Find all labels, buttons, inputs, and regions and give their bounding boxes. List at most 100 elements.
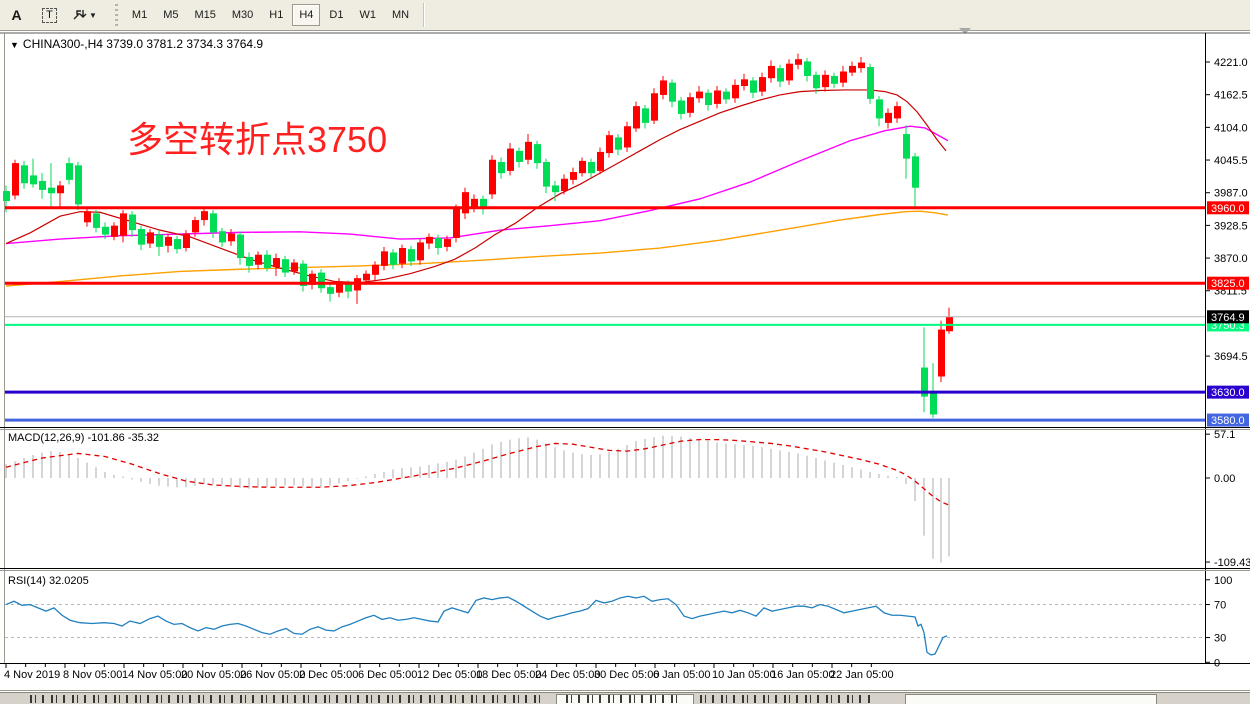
candle-up [201,211,208,221]
text-label-tool-button[interactable]: A [1,4,32,27]
candle-down [750,80,757,93]
svg-text:6 Dec 05:00: 6 Dec 05:00 [358,669,417,681]
clipped-tab-text [30,695,545,703]
candle-up [525,141,532,160]
text-tool-glyph: T [42,7,57,23]
candle-down [588,161,595,174]
timeframe-m30-button[interactable]: M30 [231,9,254,21]
candle-down [930,393,937,415]
candle-up [759,77,766,92]
candle-down [921,367,928,397]
svg-text:3928.5: 3928.5 [1214,220,1248,232]
timeframe-mn-button[interactable]: MN [391,9,410,21]
svg-text:3764.9: 3764.9 [1211,312,1245,324]
timeframe-h1-button[interactable]: H1 [269,9,284,21]
candle-down [480,198,487,209]
svg-text:30: 30 [1214,633,1226,645]
candle-down [678,100,685,114]
svg-text:26 Nov 05:00: 26 Nov 05:00 [240,669,305,681]
timeframe-d1-button[interactable]: D1 [329,9,344,21]
svg-text:4 Nov 2019: 4 Nov 2019 [4,669,60,681]
chart-area[interactable]: 4221.0 4162.5 4104.0 4045.5 3987.0 3928.5 3870… [0,28,1250,692]
candle-up [732,84,739,99]
candle-down [66,163,73,180]
candle-up [570,172,577,180]
arrows-tool-icon [73,10,87,20]
svg-text:24 Dec 05:00: 24 Dec 05:00 [535,669,600,681]
candle-up [255,254,262,265]
timeframe-m1-button[interactable]: M1 [131,9,148,21]
chart-toolbar: A T ▼ M1 M5 M15 M30 H1 H4 D1 W1 MN [0,0,1250,31]
chart-shift-marker-icon[interactable] [959,28,971,34]
dropdown-caret-icon[interactable]: ▼ [89,10,97,20]
timeframe-w1-button[interactable]: W1 [359,9,376,21]
candle-down [210,213,217,233]
candle-down [93,213,100,228]
candle-up [192,220,199,233]
timeframe-h4-button[interactable]: H4 [292,4,321,26]
candle-down [813,74,820,89]
candle-up [111,225,118,237]
candle-up [453,208,460,238]
symbol-dropdown-icon[interactable]: ▼ [10,40,19,50]
candle-down [345,283,352,292]
svg-text:16 Jan 05:00: 16 Jan 05:00 [771,669,835,681]
svg-text:3580.0: 3580.0 [1211,415,1245,427]
chart-tab-active[interactable] [905,694,1157,704]
candle-down [156,234,163,247]
candle-down [75,165,82,205]
toolbar-separator [423,3,426,27]
chart-tabs-strip[interactable] [0,692,1250,704]
text-label-tool-glyph: A [11,7,22,23]
candle-up [741,79,748,87]
svg-text:22 Jan 05:00: 22 Jan 05:00 [830,669,894,681]
candle-up [417,242,424,261]
candle-down [543,161,550,187]
svg-text:-109.43: -109.43 [1214,557,1250,569]
candle-up [336,282,343,293]
candle-down [831,75,838,84]
candle-up [714,90,721,104]
candle-up [12,163,19,196]
candle-up [399,248,406,264]
candle-up [786,63,793,81]
timeframe-m5-button[interactable]: M5 [163,9,179,21]
candle-up [687,97,694,113]
annotation-text: 多空转折点3750 [127,119,388,160]
svg-text:4162.5: 4162.5 [1214,90,1248,102]
svg-text:2 Dec 05:00: 2 Dec 05:00 [299,669,358,681]
text-tool-button[interactable]: T [34,4,65,27]
timeframe-m15-button[interactable]: M15 [194,9,216,21]
candle-down [435,237,442,249]
svg-text:3630.0: 3630.0 [1211,387,1245,399]
candle-up [858,62,865,69]
candle-down [138,229,145,245]
svg-text:20 Nov 05:00: 20 Nov 05:00 [181,669,246,681]
price-chart-canvas[interactable]: 4221.0 4162.5 4104.0 4045.5 3987.0 3928.5 3870… [0,31,1250,692]
candle-down [408,249,415,262]
candle-down [129,214,136,231]
candle-up [471,198,478,207]
svg-text:8 Nov 05:00: 8 Nov 05:00 [63,669,122,681]
svg-text:70: 70 [1214,600,1226,612]
svg-text:3694.5: 3694.5 [1214,351,1248,363]
candle-down [642,108,649,123]
symbol-title: ▼ CHINA300-,H4 3739.0 3781.2 3734.3 3764.… [10,37,263,51]
candle-down [723,91,730,100]
candle-up [606,135,613,154]
candle-up [660,80,667,95]
clipped-tab-text [700,695,870,703]
candle-down [21,165,28,184]
candle-up [885,112,892,123]
candle-up [381,251,388,266]
candle-up [165,236,172,246]
candle-up [849,65,856,73]
arrows-tool-button[interactable]: ▼ [67,4,102,27]
toolbar-drag-handle[interactable] [112,4,120,26]
svg-text:30 Dec 05:00: 30 Dec 05:00 [594,669,659,681]
candle-up [561,178,568,192]
rsi-indicator-label: RSI(14) 32.0205 [8,575,89,587]
candle-up [363,273,370,281]
candle-down [237,234,244,259]
